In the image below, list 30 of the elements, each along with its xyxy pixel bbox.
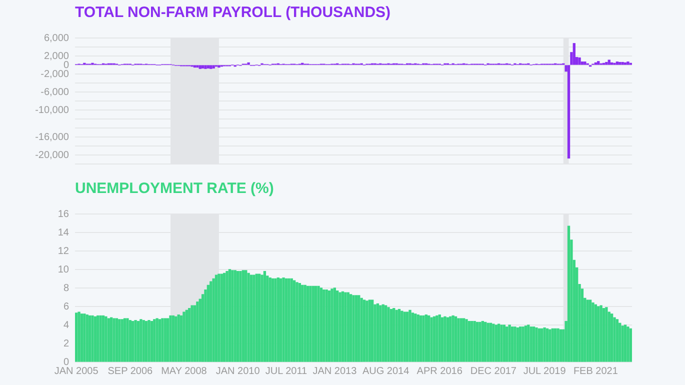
- x-tick-label: FEB 2021: [573, 366, 618, 377]
- x-tick-label: AUG 2014: [362, 366, 410, 377]
- x-tick-label: APR 2016: [416, 366, 463, 377]
- y-tick-label: -2,000: [40, 68, 70, 80]
- x-tick-label: JUL 2011: [265, 366, 308, 377]
- x-tick-label: JAN 2013: [312, 366, 358, 377]
- x-tick-label: SEP 2006: [108, 366, 154, 377]
- y-tick-label: 6,000: [44, 32, 70, 44]
- x-tick-label: MAY 2008: [161, 366, 208, 377]
- y-tick-label: -6,000: [40, 86, 70, 98]
- y-tick-label: 4: [63, 320, 70, 331]
- x-tick-label: JAN 2005: [54, 366, 99, 377]
- y-tick-label: 0: [63, 356, 70, 368]
- y-tick-label: 6: [63, 301, 70, 312]
- y-tick-label: 0: [63, 60, 70, 71]
- y-tick-label: 2: [63, 338, 70, 350]
- y-tick-label: -16,000: [35, 132, 70, 143]
- y-tick-label: 16: [58, 208, 70, 220]
- y-tick-label: 8: [63, 282, 70, 294]
- x-tick-label: DEC 2017: [470, 366, 517, 377]
- chart-title: UNEMPLOYMENT RATE (%): [74, 179, 275, 199]
- y-tick-label: 2,000: [44, 50, 70, 62]
- y-tick-label: -10,000: [35, 104, 70, 116]
- y-tick-label: 10: [58, 264, 70, 276]
- y-tick-label: -20,000: [35, 150, 70, 161]
- y-tick-label: 12: [58, 246, 70, 257]
- x-tick-label: JUL 2019: [523, 366, 566, 377]
- x-tick-label: JAN 2010: [216, 366, 260, 377]
- y-tick-label: 14: [58, 227, 70, 238]
- chart-title: TOTAL NON-FARM PAYROLL (THOUSANDS): [74, 3, 392, 23]
